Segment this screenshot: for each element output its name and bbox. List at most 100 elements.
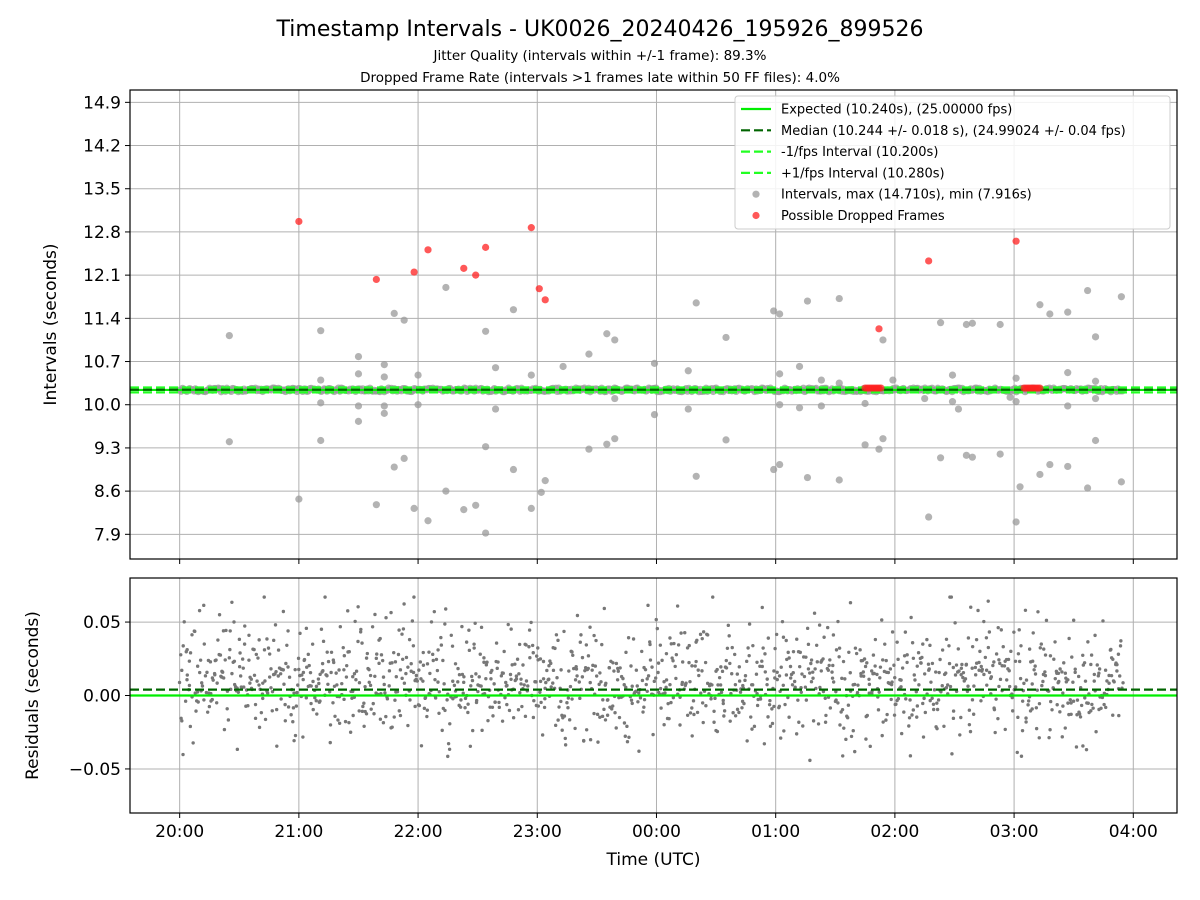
residual-point: [556, 718, 560, 722]
interval-point: [1064, 462, 1072, 471]
interval-point: [354, 352, 363, 361]
residual-point: [484, 663, 489, 667]
residual-point: [194, 709, 198, 713]
residual-point: [235, 747, 240, 752]
residual-point: [765, 677, 769, 681]
residual-point: [994, 697, 998, 701]
residual-point: [230, 671, 234, 676]
residual-point: [1060, 670, 1064, 674]
residual-point: [1033, 664, 1037, 668]
residual-point: [951, 716, 956, 721]
residual-point: [373, 612, 377, 617]
residual-point: [928, 698, 932, 703]
residual-point: [690, 734, 694, 738]
residual-point: [821, 657, 825, 661]
residual-point: [973, 665, 978, 670]
interval-point: [424, 517, 432, 525]
residual-point: [974, 637, 979, 642]
residual-point: [527, 628, 532, 632]
residual-point: [831, 680, 836, 684]
residual-point: [393, 698, 397, 702]
residual-point: [976, 608, 980, 613]
residual-point: [806, 642, 811, 647]
residual-point: [806, 667, 811, 671]
residual-point: [1115, 669, 1119, 673]
residual-point: [281, 668, 285, 672]
residual-point: [935, 726, 939, 731]
residual-point: [713, 696, 717, 701]
residual-point: [645, 677, 649, 681]
residual-point: [230, 600, 234, 605]
interval-point: [650, 359, 659, 367]
residual-point: [667, 716, 671, 721]
residual-point: [428, 671, 432, 676]
residual-point: [1052, 657, 1056, 661]
residual-point: [849, 734, 854, 739]
residual-point: [446, 754, 450, 759]
residual-point: [202, 698, 206, 702]
residual-point: [823, 696, 827, 701]
residual-point: [877, 690, 881, 694]
residual-point: [790, 683, 795, 687]
residual-point: [342, 654, 347, 658]
residual-point: [865, 713, 869, 718]
interval-point: [650, 410, 659, 419]
residual-point: [715, 667, 719, 672]
residual-point: [187, 683, 192, 688]
residual-point: [300, 673, 304, 677]
residual-point: [196, 700, 200, 704]
residual-point: [705, 633, 710, 637]
residual-point: [911, 656, 916, 660]
residual-point: [401, 657, 405, 661]
residual-point: [1078, 685, 1083, 690]
y-tick-label: 7.9: [94, 525, 121, 545]
residual-point: [480, 728, 484, 733]
residual-point: [407, 637, 412, 642]
residual-point: [581, 738, 586, 743]
interval-point: [400, 454, 408, 463]
interval-point: [1046, 460, 1054, 469]
residual-point: [191, 741, 195, 745]
residual-point: [878, 676, 882, 680]
residual-point: [728, 661, 732, 666]
residual-point: [292, 738, 296, 743]
residual-point: [267, 652, 272, 656]
residual-point: [664, 685, 668, 690]
residual-point: [683, 631, 687, 635]
residual-point: [436, 648, 440, 652]
interval-point: [770, 465, 778, 474]
residual-point: [493, 700, 497, 704]
residual-point: [489, 677, 493, 681]
residual-point: [712, 709, 716, 713]
interval-point: [722, 333, 730, 342]
residual-point: [610, 707, 614, 711]
residual-point: [577, 680, 581, 684]
residual-point: [623, 734, 627, 738]
residual-point: [211, 678, 215, 682]
residual-point: [650, 665, 654, 669]
residual-point: [441, 658, 445, 663]
intervals-panel: 7.9 8.6 9.3 10.0 10.7 11.4 12.1 12.8 13.5 14.2 14.…: [41, 89, 1178, 564]
residual-point: [629, 698, 634, 702]
residual-point: [970, 644, 975, 649]
residual-point: [831, 633, 836, 637]
residual-point: [1095, 663, 1099, 667]
residual-point: [611, 661, 615, 665]
residual-point: [270, 709, 274, 713]
residual-point: [571, 653, 575, 657]
residual-point: [747, 622, 752, 626]
residual-point: [1043, 673, 1048, 678]
residual-point: [524, 643, 528, 647]
residual-point: [575, 613, 580, 618]
residual-point: [997, 658, 1001, 662]
interval-point: [1083, 286, 1092, 295]
residual-point: [858, 648, 862, 652]
residual-point: [680, 682, 684, 687]
residual-point: [737, 710, 741, 715]
residual-point: [730, 672, 734, 676]
residual-point: [640, 678, 645, 683]
residual-point: [177, 680, 182, 685]
residual-point: [381, 675, 386, 679]
residual-point: [447, 747, 452, 752]
residual-point: [978, 649, 982, 654]
